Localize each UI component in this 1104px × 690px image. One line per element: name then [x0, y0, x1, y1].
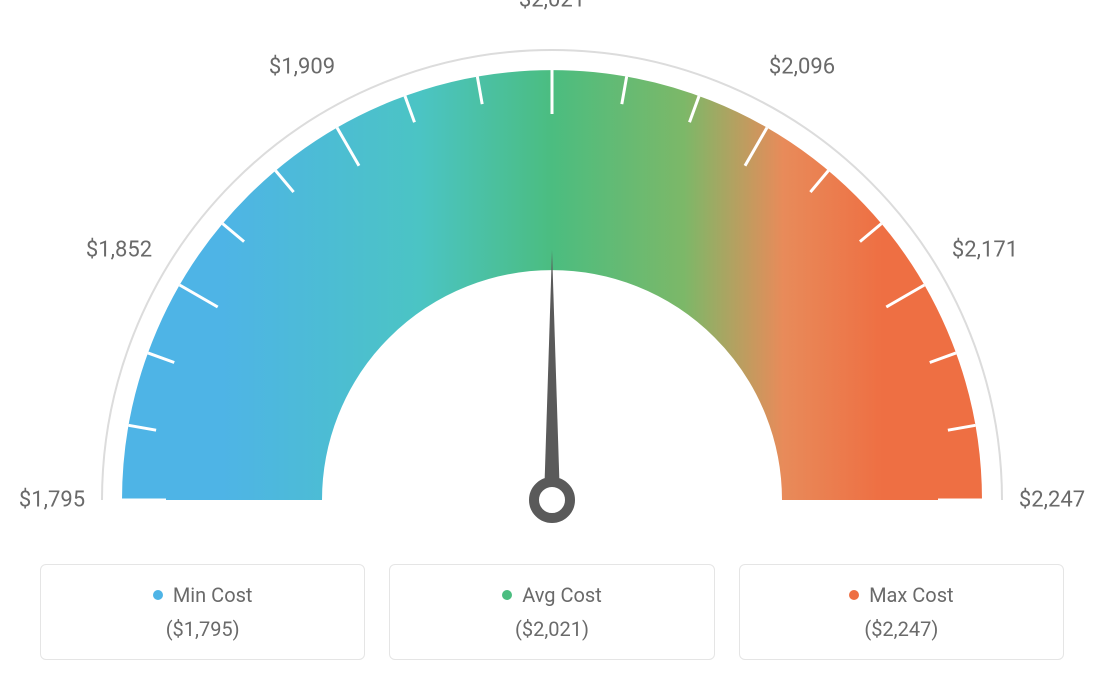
- gauge-tick-label: $1,795: [19, 488, 85, 513]
- legend-label-min: Min Cost: [173, 583, 253, 607]
- gauge-tick-label: $1,909: [269, 54, 335, 79]
- gauge-tick-label: $2,247: [1019, 488, 1085, 513]
- cost-gauge-chart: $1,795 $1,852 $1,909 $2,021 $2,096 $2,171 $2,2…: [0, 0, 1104, 690]
- legend-label-avg: Avg Cost: [522, 583, 602, 607]
- gauge-tick-label: $2,096: [769, 54, 835, 79]
- gauge-tick-label: $2,021: [519, 0, 585, 13]
- gauge-tick-label: $2,171: [952, 238, 1018, 263]
- gauge-tick-label: $1,852: [86, 238, 152, 263]
- legend-card-min: Min Cost ($1,795): [40, 564, 365, 660]
- legend-dot-avg: [502, 590, 512, 600]
- legend-row: Min Cost ($1,795) Avg Cost ($2,021) Max …: [40, 564, 1064, 660]
- legend-dot-max: [849, 590, 859, 600]
- gauge-svg: [0, 0, 1104, 540]
- legend-card-max: Max Cost ($2,247): [739, 564, 1064, 660]
- legend-label-max: Max Cost: [869, 583, 954, 607]
- legend-card-avg: Avg Cost ($2,021): [389, 564, 714, 660]
- legend-value-avg: ($2,021): [515, 617, 589, 641]
- gauge-area: $1,795 $1,852 $1,909 $2,021 $2,096 $2,171 $2,2…: [0, 0, 1104, 540]
- legend-dot-min: [153, 590, 163, 600]
- legend-value-max: ($2,247): [864, 617, 938, 641]
- legend-value-min: ($1,795): [166, 617, 240, 641]
